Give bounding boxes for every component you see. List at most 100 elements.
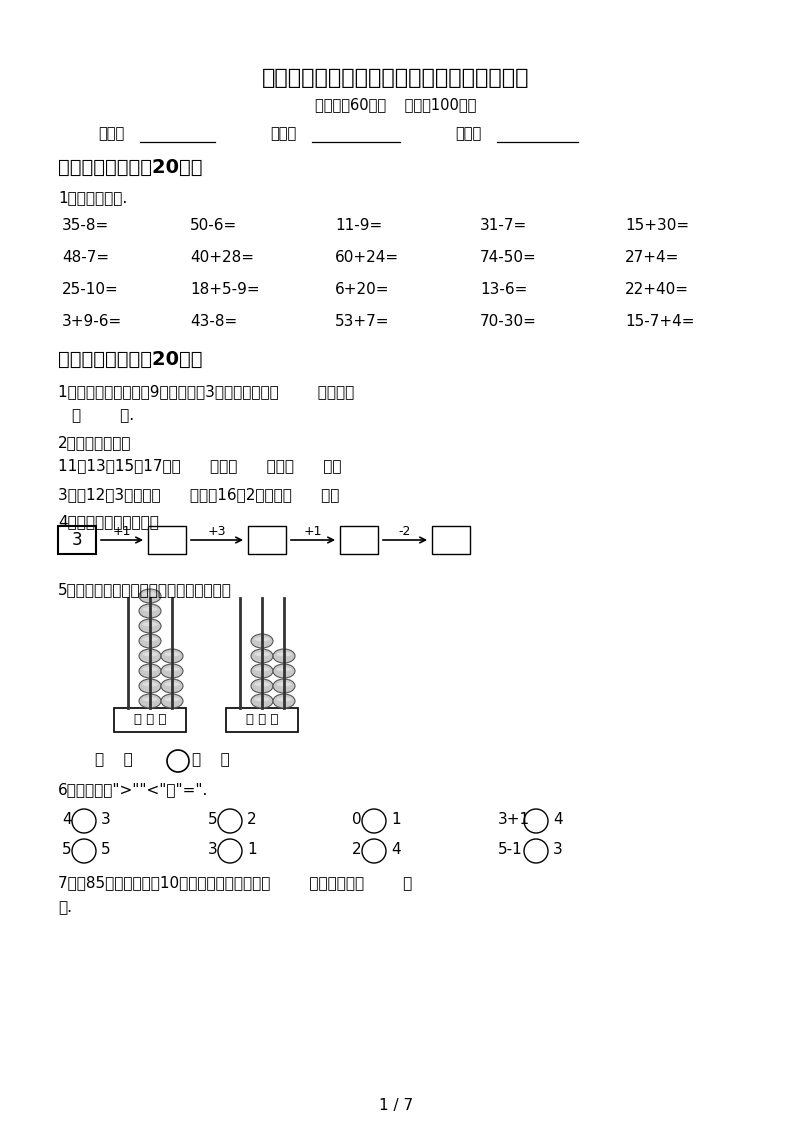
Text: 22+40=: 22+40= [625,282,689,297]
Bar [148,526,186,554]
Text: 5-1: 5-1 [498,842,523,857]
Text: 姓名：: 姓名： [270,126,297,141]
Text: 60+24=: 60+24= [335,250,399,265]
Text: 人教部编版一年级数学下册期末考试（精选）: 人教部编版一年级数学下册期末考试（精选） [262,68,530,88]
Ellipse shape [161,664,183,678]
Text: 53+7=: 53+7= [335,314,389,329]
Ellipse shape [161,695,183,708]
Text: 6、在里填上">""<"或"=".: 6、在里填上">""<"或"=". [58,782,209,797]
Text: 11，13，15，17，（      ），（      ），（      ）。: 11，13，15，17，（ ），（ ），（ ）。 [58,458,342,473]
Text: 18+5-9=: 18+5-9= [190,282,259,297]
Text: （    ）: （ ） [95,752,132,767]
Ellipse shape [251,664,273,678]
Ellipse shape [139,619,161,633]
Text: 一、计算小能手（20分）: 一、计算小能手（20分） [58,158,202,177]
Text: 4: 4 [553,812,562,827]
Text: 74-50=: 74-50= [480,250,537,265]
Ellipse shape [139,589,161,603]
Ellipse shape [142,652,158,656]
Ellipse shape [251,695,273,708]
Ellipse shape [164,682,180,687]
Text: 1 / 7: 1 / 7 [379,1098,413,1113]
Text: 0: 0 [352,812,362,827]
Text: 3+1: 3+1 [498,812,531,827]
Ellipse shape [142,668,158,671]
Text: +1: +1 [113,525,132,539]
Bar [114,708,186,732]
Text: 48-7=: 48-7= [62,250,109,265]
Ellipse shape [276,682,292,687]
Ellipse shape [276,652,292,656]
Ellipse shape [161,679,183,693]
Ellipse shape [142,607,158,611]
Text: 15-7+4=: 15-7+4= [625,314,695,329]
Text: 2: 2 [352,842,362,857]
Text: 3: 3 [208,842,218,857]
Ellipse shape [251,649,273,663]
Text: 6+20=: 6+20= [335,282,389,297]
Text: 43-8=: 43-8= [190,314,237,329]
Bar [58,526,96,554]
Bar [340,526,378,554]
Text: 班级：: 班级： [98,126,125,141]
Ellipse shape [255,697,270,701]
Ellipse shape [255,637,270,642]
Text: 1、直接写得数.: 1、直接写得数. [58,190,127,205]
Text: 1、一个数的个位上是9，十位上是3，这个数写作（        ），读作: 1、一个数的个位上是9，十位上是3，这个数写作（ ），读作 [58,384,354,399]
Text: 5: 5 [208,812,217,827]
Text: 31-7=: 31-7= [480,218,527,233]
Text: +1: +1 [304,525,322,539]
Text: 3+9-6=: 3+9-6= [62,314,122,329]
Text: 分数：: 分数： [455,126,481,141]
Text: 25-10=: 25-10= [62,282,119,297]
Text: 40+28=: 40+28= [190,250,254,265]
Text: 4: 4 [62,812,71,827]
Text: 70-30=: 70-30= [480,314,537,329]
Text: 百 十 个: 百 十 个 [134,712,167,726]
Ellipse shape [139,604,161,618]
Ellipse shape [255,668,270,671]
Ellipse shape [139,679,161,693]
Ellipse shape [273,664,295,678]
Text: 3: 3 [101,812,111,827]
Ellipse shape [164,652,180,656]
Ellipse shape [142,623,158,626]
Ellipse shape [273,679,295,693]
Ellipse shape [139,695,161,708]
Text: 27+4=: 27+4= [625,250,680,265]
Bar [226,708,298,732]
Ellipse shape [142,637,158,642]
Text: 7、有85个乒乓球，每10个装一袋，可以装满（        ）袋，还剩（        ）: 7、有85个乒乓球，每10个装一袋，可以装满（ ）袋，还剩（ ） [58,875,412,890]
Ellipse shape [142,592,158,597]
Ellipse shape [255,652,270,656]
Ellipse shape [139,664,161,678]
Ellipse shape [142,682,158,687]
Text: 3: 3 [553,842,563,857]
Text: （    ）: （ ） [192,752,230,767]
Text: 2、找规律填数。: 2、找规律填数。 [58,435,132,450]
Bar [248,526,286,554]
Ellipse shape [164,697,180,701]
Text: 5: 5 [101,842,111,857]
Text: 11-9=: 11-9= [335,218,382,233]
Ellipse shape [251,634,273,649]
Ellipse shape [164,668,180,671]
Ellipse shape [276,697,292,701]
Text: 15+30=: 15+30= [625,218,689,233]
Text: 5、根据计数器先写出得数，再比较大小。: 5、根据计数器先写出得数，再比较大小。 [58,582,232,597]
Ellipse shape [139,634,161,649]
Text: 个.: 个. [58,900,72,916]
Text: 百 十 个: 百 十 个 [246,712,278,726]
Ellipse shape [273,695,295,708]
Ellipse shape [142,697,158,701]
Text: 2: 2 [247,812,257,827]
Text: （时间：60分钟    分数：100分）: （时间：60分钟 分数：100分） [316,96,477,112]
Ellipse shape [139,649,161,663]
Text: 3: 3 [71,531,82,549]
Text: （        ）.: （ ）. [72,408,134,423]
Ellipse shape [273,649,295,663]
Ellipse shape [161,649,183,663]
Text: 35-8=: 35-8= [62,218,109,233]
Bar [432,526,470,554]
Text: 3、比12多3的数是（      ），比16少2的数是（      ）。: 3、比12多3的数是（ ），比16少2的数是（ ）。 [58,487,339,502]
